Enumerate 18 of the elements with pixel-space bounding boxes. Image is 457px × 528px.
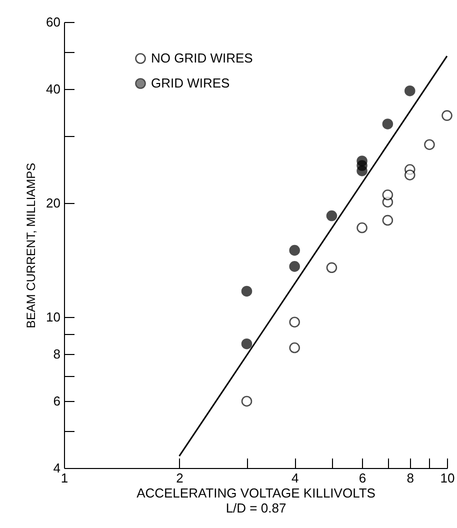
y-axis-title: BEAM CURRENT, MILLIAMPS [24,162,38,328]
x-tick-label: 8 [406,470,414,486]
x-tick-label: 1 [60,470,68,486]
y-tick-label: 20 [46,195,60,210]
x-tick-label: 10 [440,470,455,486]
y-tick-label: 60 [46,14,60,30]
x-tick-label: 2 [176,470,184,486]
y-tick-label: 8 [53,346,60,362]
x-tick-label: 6 [358,470,366,486]
y-tick-label: 6 [53,394,60,409]
y-tick-label: 4 [53,460,60,476]
y-tick-label: 10 [46,310,60,325]
x-tick-label: 4 [291,470,299,486]
legend-label: GRID WIRES [151,76,230,90]
x-axis-title: ACCELERATING VOLTAGE KILLIVOLTS [136,486,376,500]
legend-label: NO GRID WIRES [151,50,254,66]
text: L/D = 0.87 [226,500,286,516]
y-tick-label: 40 [46,81,60,96]
